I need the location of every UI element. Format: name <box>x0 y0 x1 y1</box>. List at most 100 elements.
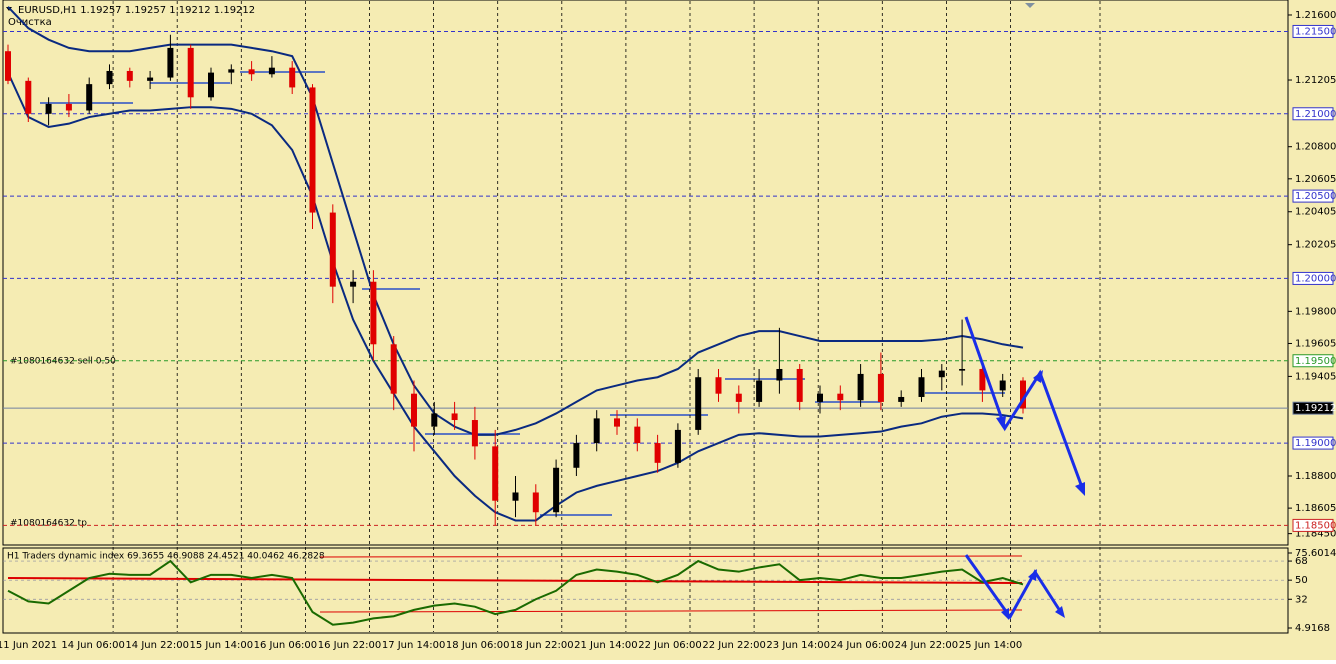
y-tick-label: 1.19605 <box>1295 338 1336 349</box>
candle-body <box>776 368 783 381</box>
candle-body <box>979 368 986 391</box>
x-tick-label: 21 Jun 14:00 <box>574 640 638 651</box>
level-label: 1.19500 <box>1295 356 1336 367</box>
indicator-band <box>7 577 1023 584</box>
candle-body <box>228 69 235 73</box>
level-label: 1.18500 <box>1295 520 1336 531</box>
candle-body <box>411 393 417 427</box>
x-tick-label: 15 Jun 14:00 <box>190 640 254 651</box>
level-box <box>1292 271 1334 285</box>
candle-body <box>695 377 702 430</box>
indicator-tick-label: 50 <box>1295 575 1308 586</box>
indicator-tick-label: 32 <box>1295 594 1308 605</box>
indicator-band <box>319 555 1023 558</box>
candle-body <box>65 103 72 111</box>
level-box <box>1292 518 1334 532</box>
indicator-title: H1 Traders dynamic index 69.3655 46.9088… <box>7 552 325 562</box>
candle-body <box>390 344 397 394</box>
chart-subtitle: Очистка <box>8 17 52 28</box>
level-segments <box>40 71 1005 516</box>
chart-title: EURUSD,H1 1.19257 1.19257 1.19212 1.1921… <box>18 5 255 16</box>
candle-body <box>45 103 52 114</box>
level-label: 1.20500 <box>1295 191 1336 202</box>
y-tick-label: 1.20205 <box>1295 240 1336 251</box>
indicator-line <box>7 559 1024 626</box>
x-tick-label: 22 Jun 06:00 <box>638 640 702 651</box>
indicator-tick-label: 68 <box>1295 556 1308 567</box>
x-tick-label: 16 Jun 22:00 <box>318 640 382 651</box>
candle-body <box>898 396 905 402</box>
candle-body <box>106 70 113 85</box>
candle-body <box>796 368 803 402</box>
y-tick-label: 1.19405 <box>1295 371 1336 382</box>
y-tick-label: 1.21205 <box>1295 75 1336 86</box>
x-tick-label: 24 Jun 22:00 <box>895 640 959 651</box>
candle-body <box>532 492 539 513</box>
candle-body <box>350 281 357 287</box>
candle-body <box>654 443 661 463</box>
y-tick-label: 1.18605 <box>1295 503 1336 514</box>
candle-body <box>593 418 600 444</box>
x-tick-label: 14 Jun 22:00 <box>125 640 189 651</box>
plot: 11 Jun 2021 14 Jun 06:00 14 Jun 22:00 15 Ju… <box>0 1 1336 651</box>
x-tick-label: 11 Jun 2021 <box>0 640 57 651</box>
main-panel <box>2 0 1289 546</box>
candle-body <box>248 69 255 75</box>
candle-body <box>959 368 966 371</box>
candle-body <box>877 373 884 402</box>
candle-body <box>553 467 560 513</box>
band-line <box>7 6 1024 436</box>
order-label: #1080164632 tp <box>10 519 87 529</box>
candle-body <box>614 418 620 427</box>
level-box <box>1292 436 1334 450</box>
y-tick-label: 1.19800 <box>1295 306 1336 317</box>
x-tick-label: 18 Jun 06:00 <box>446 640 510 651</box>
level-box <box>1292 107 1334 121</box>
candle-body <box>715 377 722 394</box>
x-tick-label: 17 Jun 14:00 <box>382 640 446 651</box>
indicator-tick-label: 75.6014 <box>1295 548 1336 559</box>
candle-body <box>938 370 945 378</box>
indicator-band <box>319 609 1023 613</box>
candle-body <box>817 393 823 402</box>
x-tick-label: 18 Jun 22:00 <box>510 640 574 651</box>
order-label: #1080164632 sell 0.50 <box>10 357 116 367</box>
candle-body <box>837 393 844 401</box>
y-tick-label: 1.18450 <box>1295 529 1336 540</box>
x-tick-label: 16 Jun 06:00 <box>254 640 318 651</box>
y-tick-label: 1.18800 <box>1295 471 1336 482</box>
indicator-tick-label: 4.9168 <box>1295 623 1330 634</box>
level-label: 1.21000 <box>1295 109 1336 120</box>
x-tick-label: 24 Jun 06:00 <box>831 640 895 651</box>
level-label: 1.19000 <box>1295 438 1336 449</box>
level-label: 1.20000 <box>1295 273 1336 284</box>
x-tick-label: 22 Jun 22:00 <box>702 640 766 651</box>
level-box <box>1292 354 1334 368</box>
x-tick-label: 23 Jun 14:00 <box>766 640 830 651</box>
band-line <box>7 72 1024 522</box>
level-label: 1.21500 <box>1295 26 1336 37</box>
candle-body <box>999 380 1006 391</box>
level-label: 1.19212 <box>1295 403 1336 414</box>
level-box <box>1292 189 1334 203</box>
y-tick-label: 1.20605 <box>1295 174 1336 185</box>
candle-body <box>5 51 11 81</box>
y-tick-label: 1.20405 <box>1295 207 1336 218</box>
candle-body <box>25 80 32 114</box>
candle-body <box>756 380 763 402</box>
x-tick-label: 14 Jun 06:00 <box>61 640 125 651</box>
level-box <box>1292 24 1334 38</box>
candle-body <box>329 212 336 287</box>
candle-body <box>471 420 478 447</box>
candle-body <box>573 443 580 468</box>
candle-body <box>674 429 681 463</box>
candle-body <box>1020 380 1026 409</box>
candle-body <box>451 413 458 421</box>
shift-marker <box>1025 3 1035 8</box>
candle-body <box>309 87 316 213</box>
candle-body <box>126 70 133 81</box>
forecast-arrows <box>964 316 1085 620</box>
x-tick-label: 25 Jun 14:00 <box>959 640 1023 651</box>
